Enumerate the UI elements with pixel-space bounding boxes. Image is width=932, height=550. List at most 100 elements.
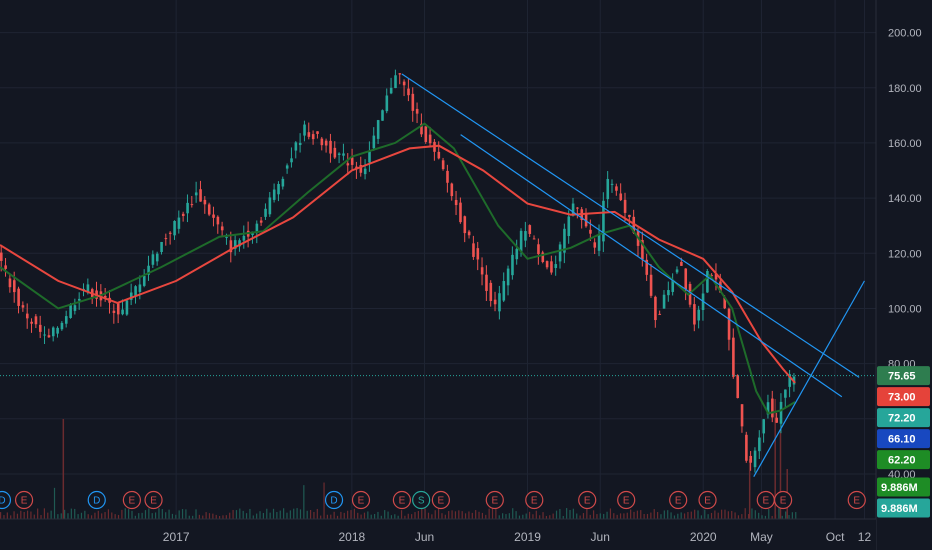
earnings-marker[interactable]: E (485, 490, 504, 510)
volume-bar (522, 514, 524, 519)
volume-bar (269, 512, 271, 519)
candle-body (524, 231, 527, 241)
earnings-marker[interactable]: E (617, 490, 636, 510)
candle-body (662, 294, 666, 309)
dividend-marker[interactable]: D (0, 490, 12, 510)
volume-bar (148, 508, 150, 519)
volume-bar (161, 509, 163, 519)
candle-body (259, 220, 263, 223)
split-marker[interactable]: S (412, 490, 431, 510)
trend-line[interactable] (753, 280, 865, 478)
volume-bar (195, 509, 197, 519)
volume-bar (222, 515, 224, 519)
earnings-marker[interactable]: E (351, 490, 371, 510)
volume-bar (677, 513, 679, 519)
volume-bars (0, 399, 797, 519)
volume-bar (542, 512, 544, 519)
volume-bar (619, 513, 622, 519)
candle-body (86, 284, 90, 292)
candle-body (238, 240, 241, 247)
event-marker-circle (324, 490, 344, 510)
candle-body (671, 279, 675, 292)
volume-bar (117, 514, 120, 519)
candle-body (43, 334, 46, 336)
earnings-marker[interactable]: E (774, 490, 793, 510)
price-tick-label: 180.00 (888, 83, 922, 95)
volume-bar (87, 514, 89, 519)
earnings-marker[interactable]: E (847, 490, 866, 510)
event-marker-label: E (358, 496, 365, 507)
event-marker-label: S (418, 496, 425, 507)
volume-bar (370, 514, 372, 519)
volume-badge-label: 9.886M (881, 503, 918, 515)
volume-bar (714, 510, 716, 519)
volume-bar (70, 508, 72, 519)
candle-body (320, 138, 324, 146)
dividend-marker[interactable]: D (87, 490, 106, 510)
earnings-marker[interactable]: E (431, 490, 450, 510)
volume-bar (40, 515, 42, 519)
event-marker-label: E (438, 496, 445, 507)
volume-bar (158, 508, 160, 519)
volume-bar (111, 512, 113, 519)
volume-bar (299, 509, 302, 519)
trend-line[interactable] (401, 73, 860, 378)
volume-bar (643, 513, 645, 519)
earnings-marker[interactable]: E (144, 490, 163, 510)
earnings-marker[interactable]: E (669, 490, 688, 510)
candle-body (472, 243, 475, 257)
candle-body (264, 208, 267, 217)
volume-bar (62, 419, 65, 519)
volume-bar (475, 510, 477, 519)
time-tick-label: 12 (858, 530, 872, 544)
trend-line[interactable] (460, 134, 843, 398)
time-tick-label: 2018 (338, 530, 365, 544)
volume-bar (549, 515, 551, 519)
volume-bar (171, 513, 174, 519)
earnings-marker[interactable]: E (756, 490, 775, 510)
volume-bar (673, 515, 676, 519)
event-marker-label: E (531, 496, 538, 507)
price-tick-label: 160.00 (888, 138, 922, 150)
candle-body (545, 261, 549, 268)
earnings-marker[interactable]: E (122, 490, 141, 510)
event-marker-label: E (780, 496, 787, 507)
candle-body (38, 324, 42, 332)
candle-body (446, 170, 449, 183)
candle-body (532, 238, 536, 240)
volume-bar (535, 510, 537, 519)
volume-bar (454, 511, 457, 519)
volume-bar (286, 512, 288, 519)
event-marker-label: D (93, 496, 100, 507)
volume-bar (697, 510, 699, 519)
earnings-marker[interactable]: E (525, 490, 544, 510)
candle-body (749, 455, 753, 463)
volume-bar (687, 512, 689, 519)
price-tick-label: 120.00 (888, 248, 922, 260)
volume-bar (367, 511, 369, 519)
earnings-marker[interactable]: E (698, 490, 717, 510)
volume-bar (451, 510, 453, 519)
earnings-marker[interactable]: E (392, 490, 412, 510)
volume-bar (67, 513, 69, 519)
dividend-marker[interactable]: D (324, 490, 344, 510)
volume-bar (202, 515, 204, 519)
time-axis: 2017 2018 Jun 2019 Jun 2020 May Oct 12 (163, 530, 872, 544)
volume-bar (754, 510, 756, 519)
candle-body (649, 274, 653, 296)
earnings-marker[interactable]: E (578, 490, 597, 510)
volume-bar (680, 512, 682, 519)
volume-bar (151, 513, 153, 519)
candle-body (502, 281, 506, 301)
candle-body (64, 316, 68, 324)
price-tick-label: 100.00 (888, 303, 922, 315)
candle-body (541, 252, 545, 262)
price-badge (877, 450, 930, 470)
volume-bar (434, 510, 436, 519)
volume-bar (33, 514, 35, 519)
price-badge-label: 75.65 (888, 371, 916, 383)
volume-bar (667, 510, 669, 519)
earnings-marker[interactable]: E (14, 490, 34, 510)
event-marker-label: D (330, 496, 337, 507)
